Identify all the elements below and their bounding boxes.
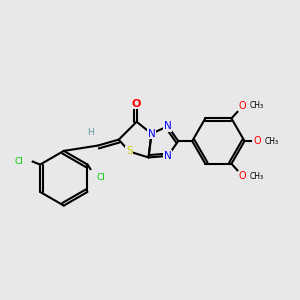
Text: H: H	[87, 128, 94, 137]
Text: CH₃: CH₃	[265, 136, 279, 146]
Text: O: O	[132, 99, 141, 109]
Text: S: S	[126, 146, 133, 157]
Text: Cl: Cl	[96, 173, 105, 182]
Text: N: N	[164, 121, 172, 131]
Text: CH₃: CH₃	[250, 101, 264, 110]
Text: CH₃: CH₃	[250, 172, 264, 181]
Text: O: O	[238, 171, 246, 181]
Text: N: N	[148, 129, 155, 139]
Text: N: N	[164, 151, 172, 161]
Text: O: O	[238, 101, 246, 111]
Text: Cl: Cl	[15, 157, 24, 166]
Text: O: O	[253, 136, 261, 146]
